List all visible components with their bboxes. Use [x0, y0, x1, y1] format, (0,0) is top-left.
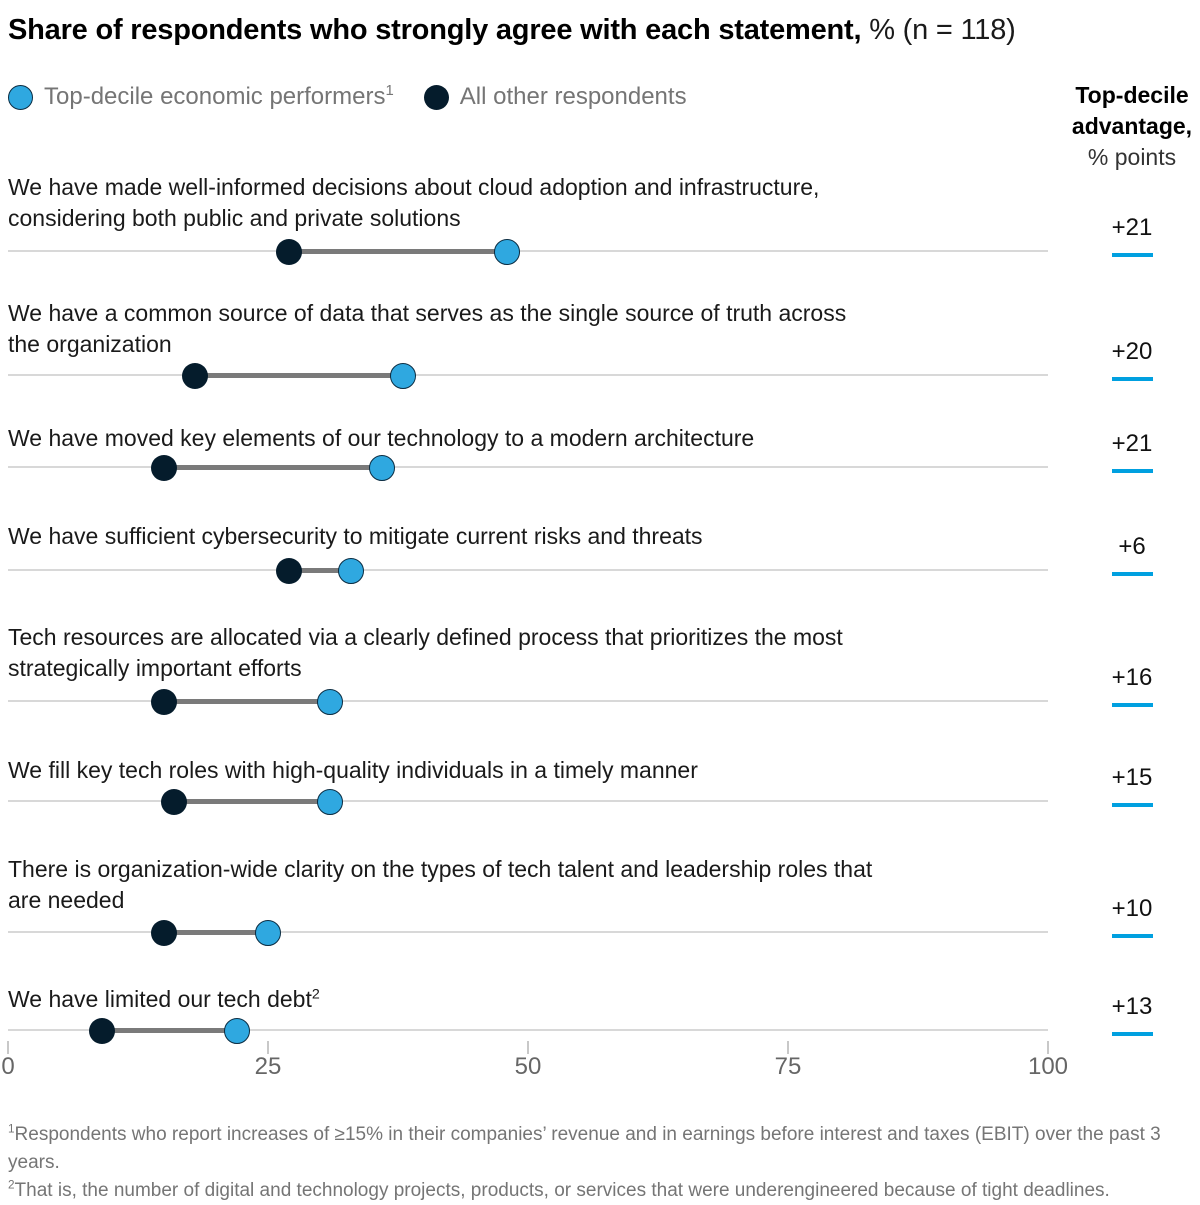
row-gridline	[8, 700, 1048, 702]
dot-top-decile	[390, 363, 417, 389]
advantage-value: +6	[1118, 533, 1146, 560]
axis-tick-label: 50	[514, 1053, 542, 1080]
axis-tick-label: 25	[254, 1053, 282, 1080]
row-gridline	[8, 466, 1048, 468]
axis-tick-label: 100	[1027, 1053, 1069, 1080]
dumbbell-connector	[164, 465, 383, 470]
dot-all-other	[275, 558, 302, 584]
dot-top-decile	[369, 455, 396, 481]
row-gridline	[8, 800, 1048, 802]
advantage-value: +21	[1111, 214, 1153, 241]
advantage-header-line2: advantage,	[1071, 113, 1193, 139]
dot-all-other	[182, 363, 209, 389]
advantage-header-line3: % points	[1087, 144, 1177, 170]
advantage-value: +10	[1111, 895, 1153, 922]
footnote-1: 1Respondents who report increases of ≥15…	[8, 1121, 1200, 1177]
footnote-1-text: Respondents who report increases of ≥15%…	[8, 1124, 1161, 1173]
title-unit: % (n = 118)	[861, 14, 1016, 46]
statement-label: We have sufficient cybersecurity to miti…	[8, 523, 703, 549]
legend-item-all-other: All other respondents	[423, 83, 687, 111]
page-title: Share of respondents who strongly agree …	[8, 14, 1016, 47]
statement-label: We have made well-informed decisions abo…	[8, 174, 820, 231]
advantage-value: +16	[1111, 664, 1153, 691]
dot-all-other	[88, 1018, 115, 1044]
advantage-value: +20	[1111, 338, 1153, 365]
legend: Top-decile economic performers1 All othe…	[8, 83, 687, 111]
footnotes: 1Respondents who report increases of ≥15…	[8, 1121, 1200, 1205]
axis-tick	[787, 1041, 789, 1054]
footnote-marker-2: 2	[311, 986, 320, 1003]
row-gridline	[8, 931, 1048, 933]
dot-top-decile	[223, 1018, 250, 1044]
legend-dot-top-decile-icon	[8, 84, 33, 110]
row-gridline	[8, 250, 1048, 252]
axis-tick	[267, 1041, 269, 1054]
legend-item-top-decile: Top-decile economic performers1	[8, 83, 394, 111]
footnote-2-text: That is, the number of digital and techn…	[14, 1180, 1110, 1201]
advantage-underline	[1112, 253, 1153, 257]
axis-tick	[7, 1041, 9, 1054]
axis-tick-label: 0	[1, 1053, 15, 1080]
dot-all-other	[151, 920, 177, 946]
dumbbell-connector	[164, 699, 331, 704]
statement-label: We have a common source of data that ser…	[8, 300, 847, 357]
advantage-underline	[1112, 469, 1153, 473]
dumbbell-connector	[288, 249, 508, 254]
dot-all-other	[151, 455, 177, 481]
dot-top-decile	[255, 920, 281, 946]
footnote-1-marker: 1	[8, 1122, 15, 1136]
dumbbell-connector	[174, 799, 331, 804]
advantage-underline	[1112, 934, 1153, 938]
dot-top-decile	[317, 789, 344, 815]
dumbbell-connector	[195, 373, 404, 378]
advantage-underline	[1112, 803, 1153, 807]
dumbbell-connector	[164, 930, 268, 935]
advantage-underline	[1112, 1032, 1153, 1036]
advantage-value: +13	[1111, 993, 1153, 1020]
legend-label-all-other: All other respondents	[459, 83, 687, 110]
dot-all-other	[275, 239, 302, 265]
title-bold: Share of respondents who strongly agree …	[8, 14, 862, 46]
axis-tick-label: 75	[774, 1053, 802, 1080]
axis-tick	[1047, 1041, 1049, 1054]
statement-label: We have limited our tech debt2	[8, 986, 320, 1012]
row-gridline	[8, 569, 1048, 571]
advantage-value: +15	[1111, 764, 1153, 791]
axis-tick	[527, 1041, 529, 1054]
footnote-marker-1: 1	[385, 83, 394, 99]
row-gridline	[8, 1029, 1048, 1031]
legend-label-top-decile: Top-decile economic performers1	[44, 83, 394, 110]
dot-top-decile	[494, 239, 521, 265]
statement-label: We have moved key elements of our techno…	[8, 425, 755, 451]
dot-all-other	[151, 689, 177, 715]
row-gridline	[8, 374, 1048, 376]
advantage-header-line1: Top-decile	[1075, 82, 1189, 108]
advantage-value: +21	[1111, 430, 1153, 457]
advantage-underline	[1112, 377, 1153, 381]
statement-label: There is organization-wide clarity on th…	[8, 856, 873, 913]
dot-top-decile	[317, 689, 344, 715]
footnote-2-marker: 2	[8, 1178, 15, 1192]
dot-all-other	[161, 789, 188, 815]
advantage-underline	[1112, 572, 1153, 576]
dot-top-decile	[338, 558, 365, 584]
advantage-underline	[1112, 703, 1153, 707]
dumbbell-connector	[101, 1028, 237, 1033]
statement-label: Tech resources are allocated via a clear…	[8, 624, 843, 681]
statement-label: We fill key tech roles with high-quality…	[8, 757, 698, 783]
footnote-2: 2That is, the number of digital and tech…	[8, 1177, 1200, 1205]
advantage-column-header: Top-decile advantage, % points	[1052, 80, 1200, 173]
legend-dot-all-other-icon	[423, 84, 449, 110]
dumbbell-connector	[288, 568, 352, 573]
